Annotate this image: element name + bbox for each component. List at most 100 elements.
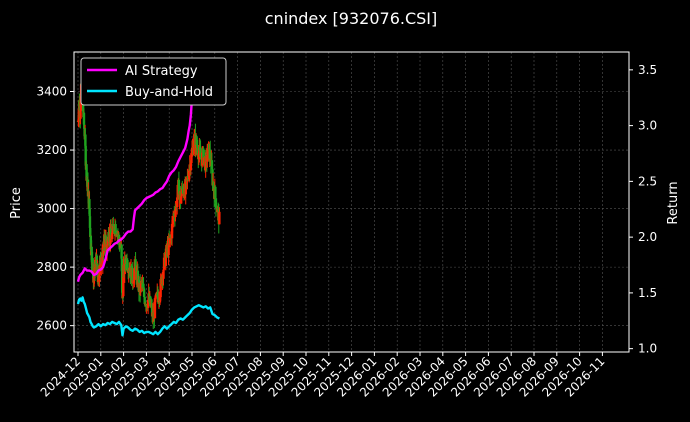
candle-body — [170, 223, 174, 239]
buy-and-hold-line — [76, 296, 220, 337]
candle-body — [133, 268, 136, 281]
candle-body — [132, 280, 136, 283]
candle-body — [84, 145, 87, 166]
candle-body — [141, 283, 145, 288]
candle-body — [105, 240, 108, 243]
candle-body — [156, 291, 159, 297]
candle-body — [109, 228, 113, 236]
candle-body — [158, 297, 162, 301]
candle-body — [142, 287, 145, 289]
y-axis-right-label: Return — [666, 181, 681, 224]
candle-body — [79, 110, 82, 119]
candle-body — [161, 274, 164, 284]
candle-body — [164, 254, 167, 266]
y-axis-left: 2600 2800 3000 3200 3400 — [36, 85, 74, 333]
candle-body — [214, 186, 217, 199]
candle-body — [123, 258, 126, 275]
candle-body — [88, 208, 91, 217]
candle-body — [184, 181, 187, 195]
candle-body — [146, 299, 150, 308]
candle-body — [192, 146, 195, 154]
candle-body — [171, 218, 175, 220]
candle-body — [211, 169, 214, 186]
candle-body — [114, 224, 117, 234]
candle-body — [179, 196, 183, 204]
candle-body — [196, 147, 199, 155]
candle-body — [91, 262, 94, 272]
candle-body — [85, 176, 89, 181]
candle-body — [181, 188, 185, 190]
candle-body — [111, 232, 114, 239]
y-right-tick-label: 1.5 — [638, 286, 657, 300]
candle-body — [95, 255, 99, 265]
price-candles — [76, 75, 221, 330]
candle-body — [165, 245, 168, 255]
candle-body — [122, 276, 125, 297]
candle-body — [195, 144, 199, 148]
candle-body — [112, 224, 115, 226]
candle-body — [139, 283, 142, 293]
candle-body — [132, 282, 135, 284]
candle-body — [214, 198, 218, 209]
legend: AI Strategy Buy-and-Hold — [80, 57, 227, 106]
candle-body — [197, 153, 201, 160]
candle-body — [206, 154, 209, 162]
y-right-tick-label: 3.0 — [638, 119, 657, 133]
candle-body — [185, 179, 188, 182]
y-axis-left-label: Price — [9, 187, 24, 219]
candle-body — [142, 288, 146, 297]
candle-body — [210, 160, 214, 170]
candle-body — [154, 293, 158, 298]
legend-box — [80, 57, 227, 106]
y-right-tick-label: 3.5 — [638, 63, 657, 77]
candle-body — [134, 259, 137, 268]
candle-body — [125, 258, 129, 269]
candle-body — [189, 163, 193, 171]
candle-body — [218, 211, 221, 225]
y-left-tick-label: 3200 — [36, 143, 67, 157]
legend-label-ai-strategy: AI Strategy — [125, 64, 198, 79]
candle-body — [153, 298, 157, 319]
candle-body — [204, 156, 207, 171]
candle-body — [149, 296, 152, 307]
candle-body — [157, 299, 161, 303]
candle-body — [217, 208, 220, 210]
candle-body — [177, 179, 181, 200]
candle-body — [143, 296, 146, 305]
candle-body — [120, 244, 123, 259]
candle-body — [195, 137, 198, 145]
y-left-tick-label: 2800 — [36, 260, 67, 274]
y-right-tick-label: 2.5 — [638, 174, 657, 188]
y-axis-right: 1.0 1.5 2.0 2.5 3.0 3.5 — [629, 63, 657, 356]
candle-body — [190, 153, 193, 164]
candle-body — [175, 197, 179, 208]
candle-body — [171, 219, 174, 224]
candle-body — [120, 258, 124, 272]
candle-body — [140, 282, 144, 284]
candle-body — [209, 149, 212, 159]
y-left-tick-label: 3400 — [36, 85, 67, 99]
candle-body — [118, 241, 121, 248]
candle-body — [116, 233, 120, 236]
candle-body — [199, 150, 202, 158]
candle-body — [174, 209, 177, 218]
candle-body — [150, 305, 154, 317]
candle-body — [88, 216, 92, 228]
candle-body — [90, 251, 94, 263]
candle-body — [136, 270, 140, 288]
chart-title: cnindex [932076.CSI] — [265, 9, 438, 28]
y-left-tick-label: 2600 — [36, 319, 67, 333]
candle-body — [202, 148, 205, 164]
candle-body — [212, 182, 215, 190]
candle-body — [90, 246, 93, 252]
candle-body — [180, 187, 183, 197]
candle-body — [84, 134, 87, 146]
candle-body — [98, 275, 101, 282]
candle-body — [89, 227, 92, 237]
candle-body — [131, 267, 134, 284]
candle-body — [117, 234, 121, 242]
candle-body — [187, 170, 191, 180]
y-left-tick-label: 3000 — [36, 202, 67, 216]
legend-label-buy-and-hold: Buy-and-Hold — [125, 85, 213, 100]
